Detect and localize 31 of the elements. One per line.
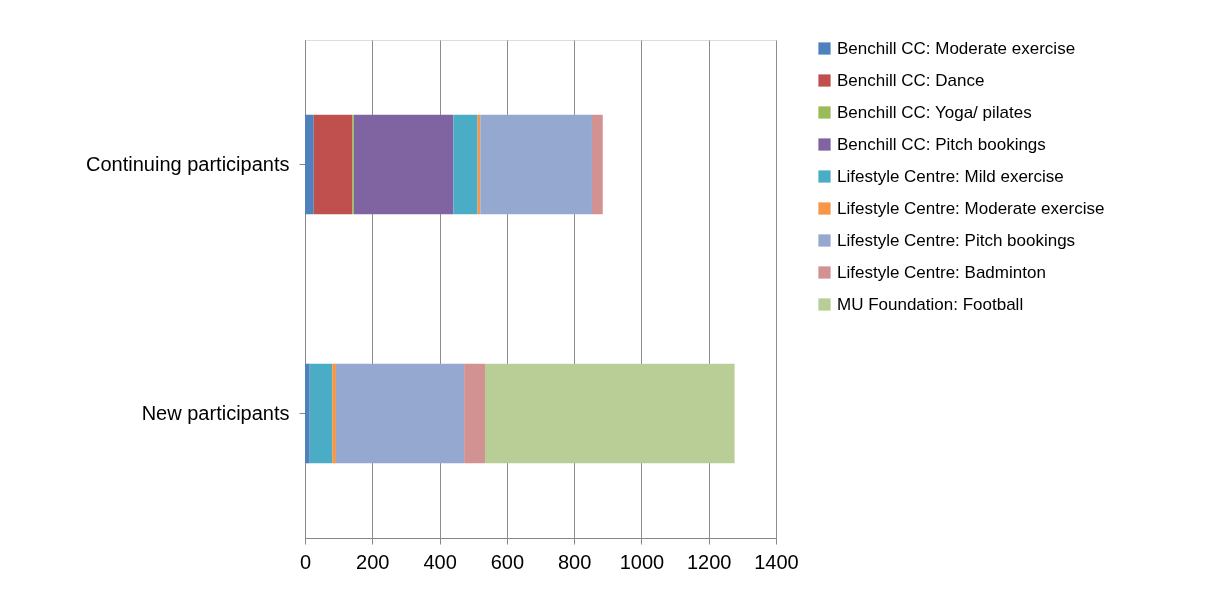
x-tick-label: 1400 [754,550,799,573]
y-tick-label: Continuing participants [86,152,290,175]
x-tick-label: 400 [423,550,457,573]
bar [309,363,333,464]
legend-label: Lifestyle Centre: Moderate exercise [837,198,1105,218]
x-tick-label: 1000 [619,550,665,573]
x-tick-label: 600 [490,550,525,573]
x-tick-label: 1200 [686,550,732,573]
y-tick-label: New participants [141,401,290,424]
bar [480,114,592,215]
x-tick-label: 0 [299,550,312,573]
x-tick-label: 200 [356,550,390,573]
bar [332,363,336,464]
legend-label: Benchill CC: Yoga/ pilates [837,102,1032,122]
legend-label: Benchill CC: Moderate exercise [837,38,1076,58]
bar [484,363,735,464]
legend-label: MU Foundation: Football [837,294,1024,314]
bar [464,363,485,464]
legend-label: Lifestyle Centre: Badminton [837,262,1046,282]
legend-label: Lifestyle Centre: Mild exercise [837,166,1064,186]
legend-label: Benchill CC: Dance [837,70,985,90]
bar [305,363,310,464]
bar [335,363,465,464]
x-tick-label: 800 [557,550,592,573]
legend-label: Lifestyle Centre: Pitch bookings [837,230,1076,250]
bar [313,114,353,215]
legend-label: Benchill CC: Pitch bookings [837,134,1046,154]
bar [453,114,478,215]
bar [353,114,454,215]
bar [305,114,314,215]
bar [591,114,603,215]
